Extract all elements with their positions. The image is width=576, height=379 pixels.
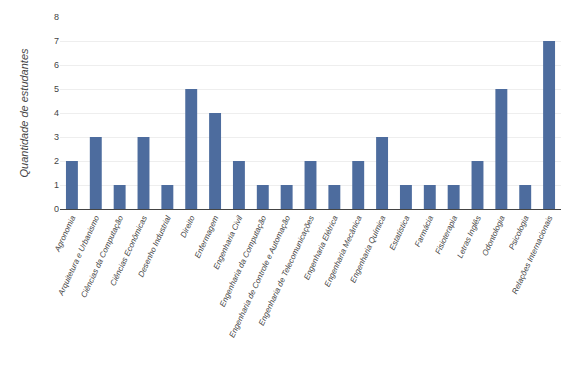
svg-text:3: 3 xyxy=(54,132,59,142)
svg-text:1: 1 xyxy=(54,180,59,190)
svg-text:Estatística: Estatística xyxy=(388,214,412,252)
svg-text:Psicologia: Psicologia xyxy=(507,214,531,251)
svg-text:Letras Inglês: Letras Inglês xyxy=(455,214,483,259)
svg-text:Arquitetura e Urbanismo: Arquitetura e Urbanismo xyxy=(56,214,101,298)
svg-text:0: 0 xyxy=(54,204,59,214)
svg-text:Odontologia: Odontologia xyxy=(480,214,507,257)
svg-text:5: 5 xyxy=(54,84,59,94)
svg-text:7: 7 xyxy=(54,36,59,46)
svg-text:Engenharia da Computação: Engenharia da Computação xyxy=(218,214,268,309)
svg-text:Direito: Direito xyxy=(179,214,197,239)
svg-text:Desenho Industrial: Desenho Industrial xyxy=(136,214,172,278)
svg-text:Enfermagem: Enfermagem xyxy=(193,214,221,260)
svg-text:Ciências Econômicas: Ciências Econômicas xyxy=(108,214,148,287)
svg-text:6: 6 xyxy=(54,60,59,70)
svg-text:Engenharia Elétrica: Engenharia Elétrica xyxy=(302,214,340,282)
svg-text:4: 4 xyxy=(54,108,59,118)
svg-text:8: 8 xyxy=(54,12,59,22)
svg-text:2: 2 xyxy=(54,156,59,166)
svg-text:Quantidade de estudantes: Quantidade de estudantes xyxy=(18,48,30,178)
svg-text:Farmácia: Farmácia xyxy=(413,214,435,249)
svg-text:Engenharia Civil: Engenharia Civil xyxy=(212,214,245,271)
svg-text:Engenharia Química: Engenharia Química xyxy=(349,214,388,284)
svg-text:Engenharia Mecânica: Engenharia Mecânica xyxy=(323,214,364,288)
svg-text:Agronomia: Agronomia xyxy=(52,214,77,254)
svg-text:Ciências da Computação: Ciências da Computação xyxy=(79,214,125,299)
svg-text:Engenharia de Telecomunicações: Engenharia de Telecomunicações xyxy=(257,214,316,327)
svg-text:Fisioterapia: Fisioterapia xyxy=(433,214,459,256)
svg-text:Relações Internacionais: Relações Internacionais xyxy=(510,214,554,295)
svg-text:Engenharia de Controle e Autom: Engenharia de Controle e Automação xyxy=(227,214,292,339)
